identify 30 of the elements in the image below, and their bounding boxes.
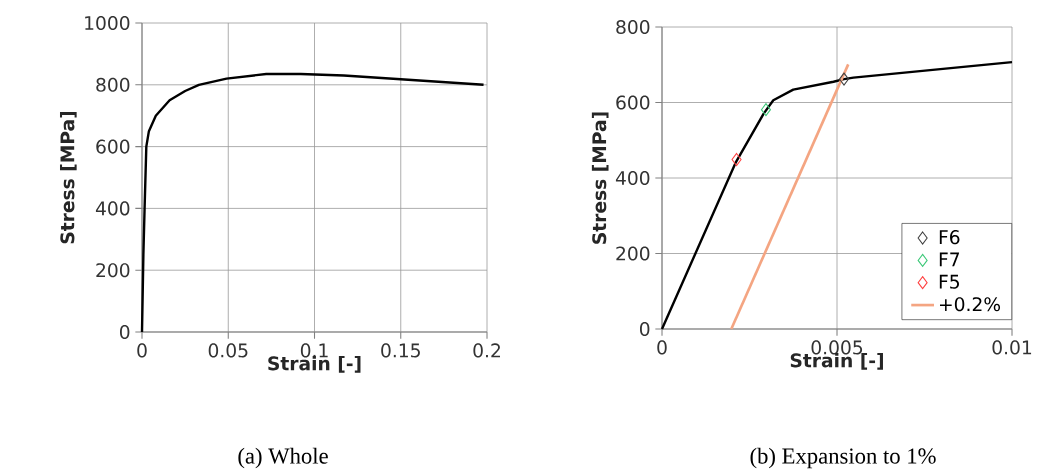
legend-label: F6 — [939, 230, 960, 245]
x-tick-label: 0.2 — [473, 343, 500, 358]
text: (b) Expansion to 1% — [750, 447, 936, 469]
y-tick-label: 400 — [95, 201, 130, 216]
legend-label: +0.2% — [940, 297, 1001, 312]
y-axis-title: Stress [MPa] — [591, 112, 609, 244]
point — [838, 72, 850, 86]
x-tick-label: 0.05 — [208, 343, 248, 358]
x-tick-label: 0.15 — [381, 343, 420, 358]
point — [760, 103, 771, 117]
x-axis-title: Strain [-] — [268, 355, 361, 373]
y-tick-label: 200 — [96, 263, 130, 278]
y-tick-label: 0 — [639, 321, 650, 337]
legend-label: F7 — [939, 252, 960, 267]
y-axis-title: Stress [MPa] — [60, 111, 77, 244]
point — [731, 152, 742, 167]
legend-label: F5 — [939, 274, 959, 289]
text: (a) Whole — [238, 447, 328, 469]
y-tick-label: 200 — [616, 246, 650, 261]
y-tick-label: 400 — [615, 170, 650, 186]
y-tick-label: 600 — [616, 95, 650, 110]
x-tick-label: 0.01 — [992, 340, 1032, 355]
y-tick-label: 600 — [96, 139, 130, 154]
x-tick-label: 0.1 — [300, 343, 328, 358]
x-tick-label: 0 — [137, 343, 147, 358]
x-tick-label: 0 — [657, 340, 667, 355]
y-tick-label: 0 — [119, 324, 130, 340]
y-tick-label: 800 — [616, 19, 650, 35]
y-tick-label: 800 — [96, 77, 130, 92]
y-tick-label: 1000 — [85, 15, 130, 31]
